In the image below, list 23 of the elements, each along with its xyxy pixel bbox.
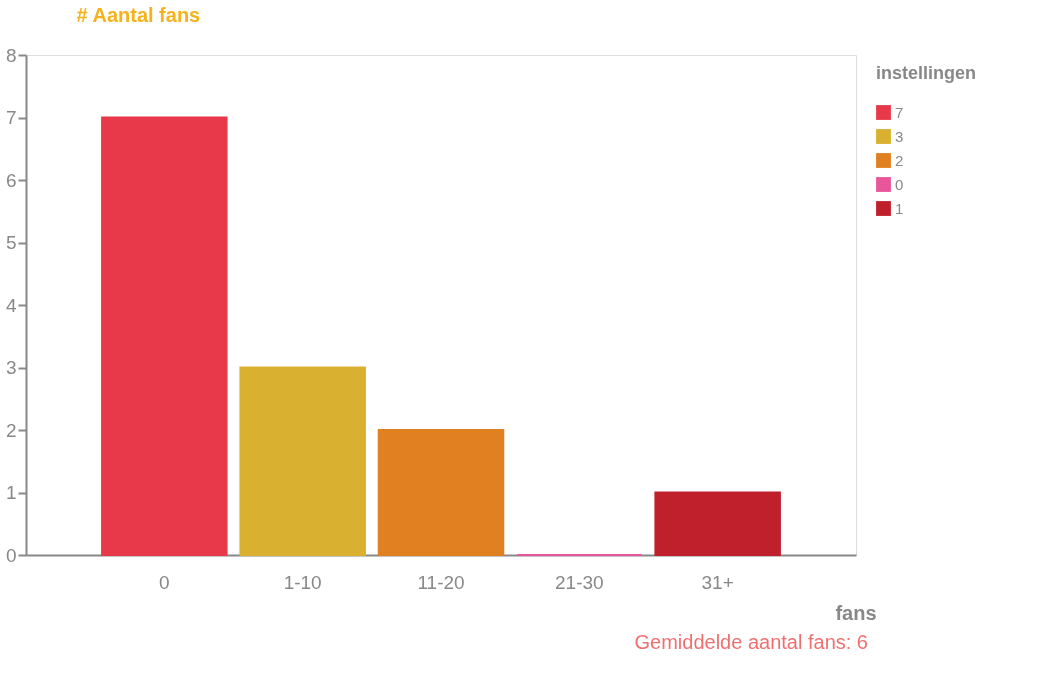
x-tick-label: 0	[159, 571, 170, 593]
x-tick-label: 11-20	[417, 571, 465, 593]
x-axis-title: fans	[835, 601, 877, 624]
y-tick-label: 7	[5, 107, 17, 128]
y-tick-label: 6	[5, 169, 17, 191]
y-tick-label: 4	[5, 294, 17, 316]
x-tick-label: 1-10	[283, 571, 322, 593]
y-tick-label: 5	[5, 232, 17, 253]
legend-title: instellingen	[876, 63, 977, 83]
legend-label: 7	[895, 103, 904, 121]
y-tick-label: 0	[5, 544, 17, 566]
y-axis-title: # Aantal fans	[76, 3, 201, 26]
y-tick-label: 3	[5, 357, 17, 378]
x-tick-label: 31+	[701, 571, 734, 593]
text: Gemiddelde aantal fans: 6	[634, 631, 868, 653]
legend-label: 0	[895, 175, 904, 193]
y-tick-label: 8	[5, 44, 17, 66]
y-tick-label: 2	[5, 419, 17, 441]
x-tick-label: 21-30	[555, 571, 604, 593]
legend-label: 2	[895, 151, 904, 169]
legend-label: 3	[895, 127, 904, 145]
legend-label: 1	[895, 199, 904, 217]
y-tick-label: 1	[5, 482, 17, 503]
